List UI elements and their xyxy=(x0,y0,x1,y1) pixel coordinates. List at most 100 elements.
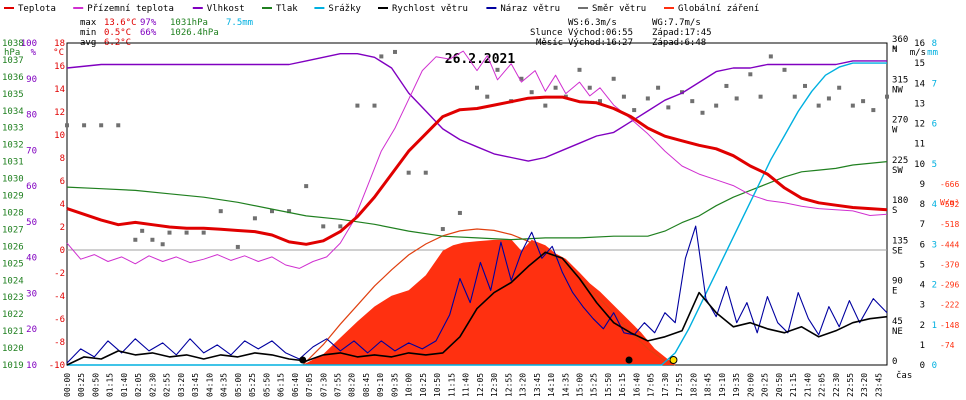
direction-tick-label: 315 xyxy=(892,75,908,85)
direction-tick-label: 0 xyxy=(892,357,897,367)
wind-speed-tick-label: 0 xyxy=(920,361,925,371)
legend-label: Náraz větru xyxy=(500,4,560,14)
hpa-tick-label: 1025 xyxy=(2,259,24,269)
temperature-tick-label: -8 xyxy=(54,338,65,348)
time-tick-label: 01:15 xyxy=(106,373,115,397)
humidity-tick-label: 30 xyxy=(26,289,37,299)
humidity-tick-label: 10 xyxy=(26,361,37,371)
wind-speed-tick-label: 16 xyxy=(914,39,925,49)
stat-value: min xyxy=(80,28,96,38)
time-tick-label: 00:25 xyxy=(77,373,86,397)
hpa-tick-label: 1020 xyxy=(2,344,24,354)
wind-direction-point xyxy=(133,237,138,242)
wind-speed-tick-label: 5 xyxy=(920,260,925,270)
precipitation-tick-label: 6 xyxy=(932,120,937,130)
wind-speed-tick-label: 14 xyxy=(914,79,925,89)
wind-direction-point xyxy=(768,54,773,59)
precipitation-tick-label: 1 xyxy=(932,321,937,331)
time-tick-label: 21:40 xyxy=(803,373,812,397)
radiation-tick-label: -444 xyxy=(940,240,959,249)
wind-direction-point xyxy=(553,85,558,90)
time-tick-label: 10:00 xyxy=(405,373,414,397)
stat-value: 97% xyxy=(140,18,157,28)
wind-direction-point xyxy=(850,103,855,108)
time-tick-label: 11:15 xyxy=(447,373,456,397)
direction-tick-label: 180 xyxy=(892,196,908,206)
wind-direction-point xyxy=(201,230,206,235)
wind-speed-tick-label: 11 xyxy=(914,140,925,150)
temperature-tick-label: 12 xyxy=(54,108,65,118)
legend-label: Tlak xyxy=(276,4,298,14)
legend-label: Teplota xyxy=(18,4,56,14)
stat-value: 1031hPa xyxy=(170,18,208,28)
wind-direction-point xyxy=(758,94,763,99)
time-tick-label: 20:25 xyxy=(761,373,770,397)
time-tick-label: 02:05 xyxy=(134,373,143,397)
humidity-tick-label: 50 xyxy=(26,218,37,228)
time-tick-label: 23:20 xyxy=(860,373,869,397)
stat-sun-rise: Východ:06:55 xyxy=(568,28,633,38)
humidity-tick-label: 60 xyxy=(26,182,37,192)
hpa-tick-label: 1019 xyxy=(2,361,24,371)
time-tick-label: 10:50 xyxy=(433,373,442,397)
time-tick-label: 18:45 xyxy=(704,373,713,397)
time-tick-label: 22:55 xyxy=(846,373,855,397)
wind-direction-point xyxy=(885,94,889,99)
time-tick-label: 14:10 xyxy=(547,373,556,397)
wind-direction-point xyxy=(304,184,309,189)
time-tick-label: 17:55 xyxy=(675,373,684,397)
time-tick-label: 20:00 xyxy=(746,373,755,397)
legend: Teplota Přízemní teplota Vlhkost Tlak Srážky… xyxy=(4,4,759,14)
hpa-tick-label: 1028 xyxy=(2,208,24,218)
wind-direction-point xyxy=(803,83,807,88)
series-theoretical-radiation xyxy=(302,228,676,366)
precipitation-tick-label: 0 xyxy=(932,361,937,371)
wind-direction-point xyxy=(519,76,524,81)
series-global-radiation xyxy=(67,239,887,365)
wind-direction-point xyxy=(287,209,292,214)
hpa-tick-label: 1021 xyxy=(2,327,24,337)
direction-compass-label: NE xyxy=(892,327,903,337)
time-tick-label: 16:40 xyxy=(632,373,641,397)
wind-direction-point xyxy=(475,85,479,90)
direction-tick-label: 360 xyxy=(892,35,908,45)
wind-direction-point xyxy=(184,230,189,235)
wind-direction-point xyxy=(423,170,428,175)
direction-tick-label: 270 xyxy=(892,116,908,126)
wind-direction-point xyxy=(714,103,719,108)
hpa-tick-label: 1031 xyxy=(2,158,24,168)
wind-direction-point xyxy=(826,96,831,101)
stat-wind-gust: WG:7.7m/s xyxy=(652,18,701,28)
direction-tick-label: 135 xyxy=(892,236,908,246)
radiation-tick-label: -666 xyxy=(940,180,959,189)
series-precipitation xyxy=(67,62,887,366)
time-tick-label: 05:25 xyxy=(248,373,257,397)
temperature-tick-label: 2 xyxy=(60,223,65,233)
wind-direction-point xyxy=(495,67,500,72)
direction-tick-label: 225 xyxy=(892,156,908,166)
precipitation-tick-label: 2 xyxy=(932,281,937,291)
hpa-tick-label: 1027 xyxy=(2,225,24,235)
precipitation-tick-label: 5 xyxy=(932,160,937,170)
temperature-tick-label: 8 xyxy=(60,154,65,164)
legend-label: Přízemní teplota xyxy=(87,4,174,14)
hpa-tick-label: 1026 xyxy=(2,242,24,252)
wind-direction-point xyxy=(734,96,739,101)
precipitation-axis-title: mm xyxy=(927,48,938,58)
wind-direction-point xyxy=(861,99,866,104)
time-tick-label: 10:25 xyxy=(419,373,428,397)
time-tick-label: 00:00 xyxy=(63,373,72,397)
radiation-tick-label: -222 xyxy=(940,301,959,310)
temperature-tick-label: -2 xyxy=(54,269,65,279)
humidity-tick-label: 90 xyxy=(26,75,37,85)
stat-sun-set: Západ:17:45 xyxy=(652,28,712,38)
wind-direction-point xyxy=(321,224,326,229)
wind-direction-point xyxy=(167,230,172,235)
stat-value: max xyxy=(80,18,97,28)
time-tick-label: 08:20 xyxy=(348,373,357,397)
wind-direction-point xyxy=(355,103,360,108)
time-tick-label: 05:50 xyxy=(262,373,271,397)
wind-direction-point xyxy=(485,94,490,99)
time-tick-label: 07:55 xyxy=(333,373,342,397)
